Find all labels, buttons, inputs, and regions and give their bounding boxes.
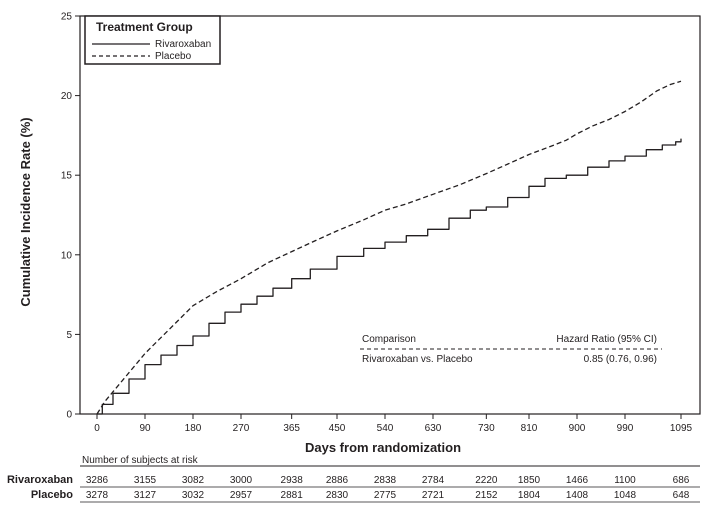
- annotation-row-right: 0.85 (0.76, 0.96): [584, 354, 657, 365]
- series-line-placebo: [96, 80, 682, 415]
- x-tick-label: 90: [139, 423, 151, 434]
- risk-value-placebo: 2957: [230, 490, 253, 501]
- legend-label-placebo: Placebo: [155, 51, 192, 62]
- y-tick-label: 15: [61, 171, 73, 182]
- x-tick-label: 180: [185, 423, 202, 434]
- risk-value-rivaroxaban: 2784: [422, 475, 445, 486]
- hazard-ratio-annotation: Comparison Hazard Ratio (95% CI) Rivarox…: [360, 334, 662, 365]
- y-tick-label: 25: [61, 12, 73, 23]
- legend-label-rivaroxaban: Rivaroxaban: [155, 39, 211, 50]
- x-tick-label: 270: [233, 423, 250, 434]
- x-tick-label: 0: [94, 423, 100, 434]
- risk-value-rivaroxaban: 1100: [614, 475, 636, 486]
- risk-table-header: Number of subjects at risk: [82, 455, 199, 466]
- risk-value-rivaroxaban: 686: [673, 475, 690, 486]
- risk-value-rivaroxaban: 2838: [374, 475, 397, 486]
- risk-value-placebo: 2775: [374, 490, 397, 501]
- x-tick-label: 1095: [670, 423, 693, 434]
- risk-table: Number of subjects at risk Rivaroxaban P…: [7, 455, 700, 503]
- x-tick-label: 630: [425, 423, 442, 434]
- x-axis-title: Days from randomization: [305, 440, 461, 455]
- legend: Treatment Group Rivaroxaban Placebo: [84, 15, 221, 65]
- risk-value-placebo: 1048: [614, 490, 637, 501]
- x-tick-label: 990: [617, 423, 634, 434]
- risk-value-rivaroxaban: 1466: [566, 475, 589, 486]
- risk-value-rivaroxaban: 3082: [182, 475, 205, 486]
- risk-table-values: 3286 3155 3082 3000 2938 2886 2838 2784 2220 1850…: [86, 475, 690, 501]
- x-tick-label: 810: [521, 423, 538, 434]
- x-tick-label: 365: [283, 423, 300, 434]
- risk-value-rivaroxaban: 2220: [475, 475, 498, 486]
- series-line-rivaroxaban: [97, 138, 682, 415]
- risk-value-placebo: 1804: [518, 490, 541, 501]
- x-tick-label: 540: [377, 423, 394, 434]
- y-axis-title: Cumulative Incidence Rate (%): [18, 117, 33, 306]
- plot-area: 0 5 10 15 20 25 0 90 180 270 365 450 540 630 730 810 900…: [61, 12, 701, 434]
- y-tick-label: 10: [61, 250, 73, 261]
- risk-row-label-placebo: Placebo: [31, 489, 73, 501]
- risk-value-rivaroxaban: 2886: [326, 475, 349, 486]
- x-tick-label: 730: [478, 423, 495, 434]
- x-tick-label: 450: [329, 423, 346, 434]
- risk-value-placebo: 2152: [475, 490, 498, 501]
- risk-value-rivaroxaban: 3000: [230, 475, 253, 486]
- y-tick-label: 20: [61, 91, 73, 102]
- y-tick-label: 5: [66, 330, 72, 341]
- plot-frame: [79, 15, 701, 415]
- x-tick-label: 900: [569, 423, 586, 434]
- risk-value-placebo: 2830: [326, 490, 349, 501]
- risk-value-rivaroxaban: 2938: [281, 475, 304, 486]
- risk-row-label-rivaroxaban: Rivaroxaban: [7, 474, 73, 486]
- risk-value-placebo: 1408: [566, 490, 589, 501]
- risk-value-placebo: 2721: [422, 490, 445, 501]
- annotation-header-left: Comparison: [362, 334, 416, 345]
- risk-value-rivaroxaban: 1850: [518, 475, 541, 486]
- y-tick-label: 0: [66, 410, 72, 421]
- annotation-header-right: Hazard Ratio (95% CI): [556, 334, 657, 345]
- risk-value-placebo: 3278: [86, 490, 109, 501]
- risk-value-rivaroxaban: 3155: [134, 475, 157, 486]
- risk-value-rivaroxaban: 3286: [86, 475, 109, 486]
- legend-title: Treatment Group: [96, 20, 193, 34]
- risk-value-placebo: 3127: [134, 490, 157, 501]
- risk-value-placebo: 3032: [182, 490, 205, 501]
- annotation-row-left: Rivaroxaban vs. Placebo: [362, 354, 473, 365]
- risk-value-placebo: 2881: [281, 490, 304, 501]
- risk-value-placebo: 648: [673, 490, 690, 501]
